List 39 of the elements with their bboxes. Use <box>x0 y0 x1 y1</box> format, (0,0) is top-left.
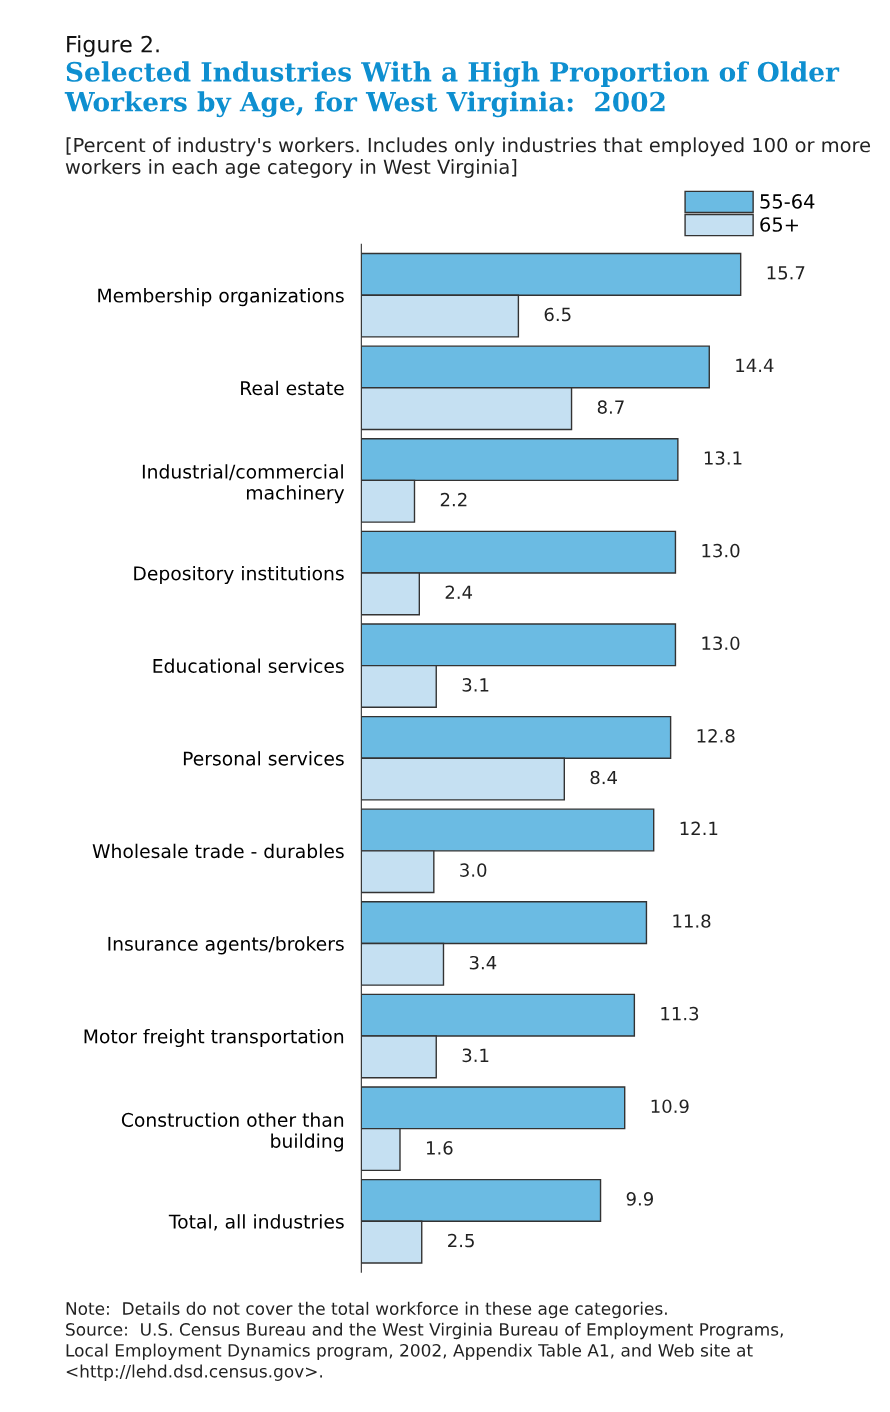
data-label: 8.4 <box>590 770 617 785</box>
y-tick-label: Insurance agents/brokers <box>108 936 344 955</box>
y-tick-label: Membership organizations <box>98 288 344 307</box>
y-tick-label: Real estate <box>241 380 344 396</box>
data-label: 8.7 <box>597 400 624 414</box>
text: Note: Details do not cover the total workforce in these age categories. Source: U.S. Census Bureau and the West Virginia Bureau of Employment Programs, Local Employment Dynamics program, 2002, Appendix Table A1, and Web site at <http://lehd.dsd.census.gov>. <box>66 1301 783 1381</box>
chart-subtitle: [Percent of industry's workers. Includes only industries that employed 100 or more workers in each age category in West Virginia] <box>65 137 871 178</box>
y-tick-label: Educational services <box>153 658 344 674</box>
data-label: 1.6 <box>426 1141 453 1155</box>
caption: Figure 2. <box>67 35 159 57</box>
data-label: 13.1 <box>704 451 742 465</box>
legend-label: 55-64 <box>760 194 815 209</box>
data-label: 3.1 <box>462 1048 489 1063</box>
data-label: 2.5 <box>448 1233 474 1248</box>
data-label: 10.9 <box>651 1099 689 1114</box>
data-label: 11.8 <box>673 914 711 928</box>
data-label: 15.7 <box>767 266 805 280</box>
data-label: 13.0 <box>702 636 740 651</box>
data-label: 12.8 <box>697 728 735 743</box>
data-label: 3.4 <box>469 955 497 970</box>
y-tick-label: Wholesale trade - durables <box>92 843 344 859</box>
data-label: 3.0 <box>460 863 487 877</box>
y-tick-label: Construction other than building <box>121 1112 344 1152</box>
data-label: 2.2 <box>440 492 467 507</box>
y-tick-label: Personal services <box>183 751 344 766</box>
y-tick-label: Motor freight transportation <box>84 1028 344 1048</box>
chart-title: Selected Industries With a High Proportion of Older Workers by Age, for West Virginia: 2002 <box>64 61 840 118</box>
y-tick-label: Total, all industries <box>168 1214 344 1231</box>
legend-label: 65+ <box>760 217 798 232</box>
data-label: 13.0 <box>702 543 740 558</box>
data-label: 3.1 <box>462 678 489 692</box>
y-tick-label: Depository institutions <box>134 565 344 585</box>
data-label: 2.4 <box>445 585 473 599</box>
data-label: 9.9 <box>626 1192 653 1206</box>
data-label: 6.5 <box>544 307 571 322</box>
y-tick-label: Industrial/commercial machinery <box>142 464 345 504</box>
data-label: 12.1 <box>680 821 718 835</box>
data-label: 14.4 <box>736 358 774 372</box>
data-label: 11.3 <box>661 1006 699 1021</box>
